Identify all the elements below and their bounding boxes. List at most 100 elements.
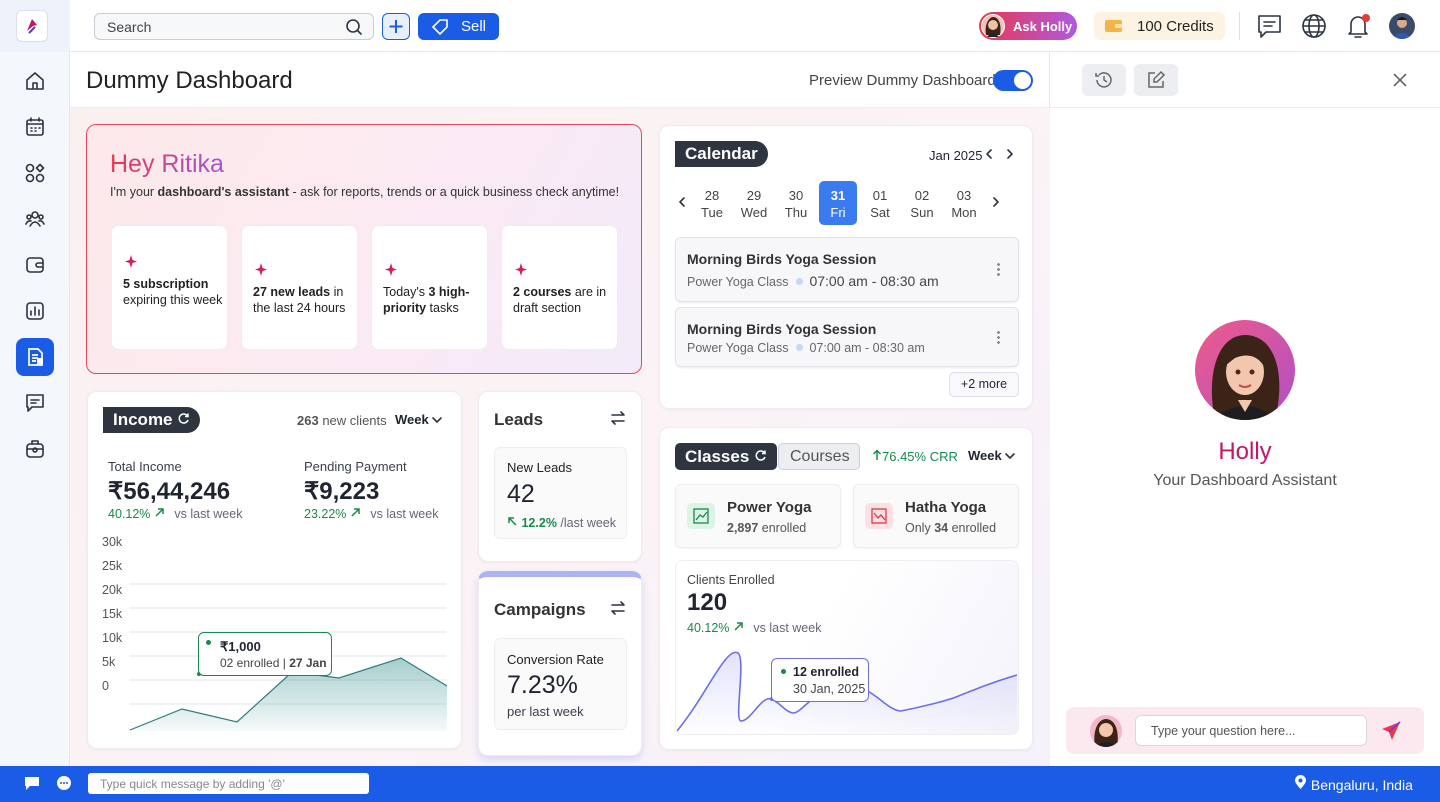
classes-tab[interactable]: Classes <box>675 443 778 470</box>
class-detail: Only 34 enrolled <box>905 521 996 535</box>
day[interactable]: 03 Mon <box>945 181 983 225</box>
day[interactable]: 01 Sat <box>861 181 899 225</box>
leads-change-value: 12.2% <box>521 516 557 530</box>
text-segment: enrolled <box>758 521 807 535</box>
nav-wallet[interactable] <box>25 255 45 275</box>
event-meta: Power Yoga Class 07:00 am - 08:30 am <box>687 273 939 289</box>
nav-calendar[interactable] <box>25 117 45 137</box>
event[interactable]: Morning Birds Yoga Session Power Yoga Cla… <box>675 307 1019 367</box>
assistant-input-bar: Type your question here... <box>1066 707 1424 754</box>
day-name: Thu <box>784 205 808 220</box>
notifications-icon[interactable] <box>1345 11 1373 41</box>
assistant-input[interactable]: Type your question here... <box>1135 715 1367 746</box>
month-next[interactable] <box>1005 148 1015 160</box>
month-prev[interactable] <box>984 148 994 160</box>
y-axis-label: 10k <box>102 631 123 645</box>
insight-card[interactable]: 2 courses are in draft section <box>501 225 618 350</box>
nav-chat[interactable] <box>25 393 45 413</box>
day-date: 01 <box>872 188 888 203</box>
quick-message-input[interactable]: Type quick message by adding '@' <box>88 773 369 794</box>
income-title: Income <box>113 410 173 429</box>
logo[interactable] <box>16 10 48 42</box>
crr: 76.45% CRR <box>872 449 958 464</box>
day-name: Tue <box>701 205 723 220</box>
campaigns-swap[interactable] <box>610 600 626 616</box>
income-chip[interactable]: Income <box>103 407 201 433</box>
preview-toggle[interactable] <box>993 70 1033 91</box>
calendar-title: Calendar <box>685 144 758 163</box>
leads-change: 12.2% /last week <box>507 516 616 530</box>
edit-button[interactable] <box>1134 64 1178 96</box>
campaigns-card: Campaigns Conversion Rate 7.23% per last… <box>478 571 642 756</box>
clients-tooltip-title: 12 enrolled <box>793 665 859 679</box>
text-segment: in the last 24 hours <box>253 285 347 315</box>
nav-home[interactable] <box>25 71 45 91</box>
add-button[interactable] <box>382 13 410 40</box>
language-icon[interactable] <box>1300 12 1328 40</box>
messages-icon[interactable] <box>1256 13 1283 40</box>
classes-period[interactable]: Week <box>968 448 1016 463</box>
text-segment: 27 Jan <box>289 656 327 670</box>
week-prev[interactable] <box>677 196 687 208</box>
income-card: Income 263 new clients Week Total Income… <box>87 391 462 749</box>
quick-message-placeholder: Type quick message by adding '@' <box>100 777 285 791</box>
footer-bubble-icon[interactable] <box>56 775 72 791</box>
day-selected[interactable]: 31 Fri <box>819 181 857 225</box>
class-item[interactable]: Power Yoga 2,897 enrolled <box>675 484 841 548</box>
footer-chat-icon[interactable] <box>24 775 40 791</box>
day[interactable]: 28 Tue <box>693 181 731 225</box>
leads-swap[interactable] <box>610 410 626 426</box>
day[interactable]: 30 Thu <box>777 181 815 225</box>
send-button[interactable] <box>1380 720 1402 742</box>
day-name: Sat <box>870 205 890 220</box>
close-button[interactable] <box>1393 73 1407 87</box>
y-axis-label: 5k <box>102 655 116 669</box>
nav-reports[interactable] <box>25 301 45 321</box>
class-name: Hatha Yoga <box>905 499 987 516</box>
credits-pill[interactable]: 100 Credits <box>1094 12 1225 40</box>
input-avatar <box>1090 715 1122 747</box>
tooltip-detail: 02 enrolled | 27 Jan <box>220 656 327 670</box>
more-events[interactable]: +2 more <box>949 372 1019 397</box>
clients-enrolled: Clients Enrolled 120 40.12% vs last week… <box>675 560 1019 735</box>
week-next[interactable] <box>991 196 1001 208</box>
campaigns-metric-label: Conversion Rate <box>507 652 604 667</box>
day[interactable]: 29 Wed <box>735 181 773 225</box>
class-items: Power Yoga 2,897 enrolled Hatha Yoga Only 3… <box>675 484 1019 548</box>
location-label: Bengaluru, India <box>1310 777 1413 793</box>
nav-dashboard-active[interactable] <box>16 338 54 376</box>
sell-button[interactable]: Sell <box>418 13 499 40</box>
day[interactable]: 02 Sun <box>903 181 941 225</box>
text-segment: Today's <box>383 285 429 299</box>
nav-toolkit[interactable] <box>25 439 45 459</box>
ask-holly-button[interactable]: Ask Holly <box>979 12 1077 40</box>
clients-value: 120 <box>687 589 728 616</box>
leads-metric-label: New Leads <box>507 460 573 475</box>
history-button[interactable] <box>1082 64 1126 96</box>
insight-text: 2 courses are in draft section <box>513 284 613 316</box>
nav-apps[interactable] <box>25 163 45 183</box>
courses-tab[interactable]: Courses <box>778 443 860 470</box>
class-item[interactable]: Hatha Yoga Only 34 enrolled <box>853 484 1019 548</box>
user-avatar[interactable] <box>1389 13 1415 39</box>
y-axis-label: 0 <box>102 679 109 693</box>
y-axis-label: 25k <box>102 559 123 573</box>
insight-card[interactable]: 5 subscription expiring this week <box>111 225 228 350</box>
insight-card[interactable]: 27 new leads in the last 24 hours <box>241 225 358 350</box>
insight-card[interactable]: Today's 3 high-priority tasks <box>371 225 488 350</box>
calendar-card: Calendar Jan 2025 28 Tue 29 Wed 30 Thu 31 Fri 01… <box>659 125 1033 409</box>
income-period[interactable]: Week <box>395 412 443 427</box>
holly-mini-avatar <box>981 14 1005 38</box>
pending-label: Pending Payment <box>304 459 407 474</box>
day-name: Fri <box>830 205 846 220</box>
day-name: Mon <box>951 205 977 220</box>
pending-value: ₹9,223 <box>304 478 380 505</box>
search-box[interactable]: Search <box>94 13 374 40</box>
preview-label: Preview Dummy Dashboard <box>809 72 996 89</box>
insight-text: 27 new leads in the last 24 hours <box>253 284 353 316</box>
event[interactable]: Morning Birds Yoga Session Power Yoga Cla… <box>675 237 1019 302</box>
clients-tooltip-date: 30 Jan, 2025 <box>793 682 866 696</box>
nav-people[interactable] <box>25 209 45 229</box>
leads-metric: New Leads 42 12.2% /last week <box>494 447 627 539</box>
